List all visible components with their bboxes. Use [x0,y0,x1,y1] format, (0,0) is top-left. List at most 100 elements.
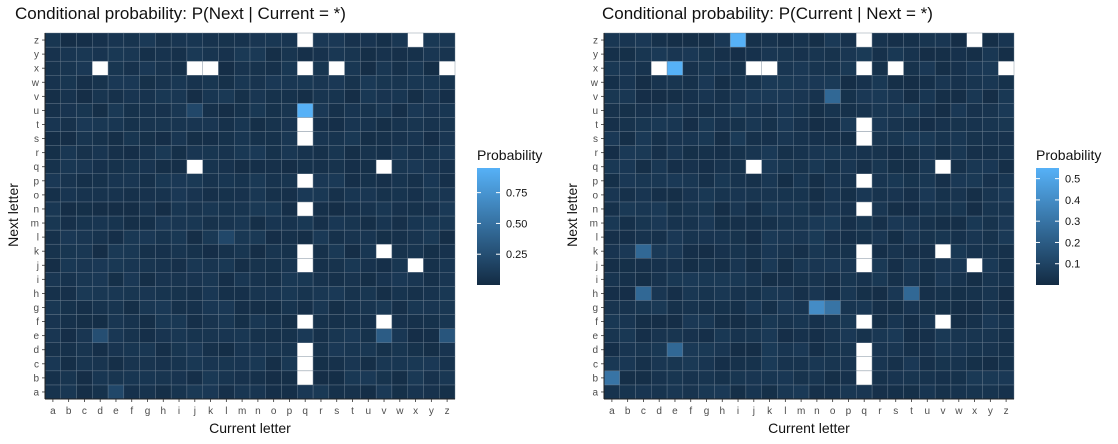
heatmap-cell-w-m [950,215,967,231]
heatmap-cell-m-p [234,173,251,189]
heatmap-cell-j-n [186,201,203,217]
y-tick-label: s [593,134,598,145]
heatmap-cell-g-y [139,46,156,62]
heatmap-cell-n-e [808,328,825,343]
heatmap-cell-d-u [92,103,109,118]
heatmap-cell-o-h [824,286,841,301]
heatmap-cell-s-i [328,272,345,287]
heatmap-cell-d-h [651,286,668,301]
legend-tick-label: 0.2 [1065,237,1080,249]
heatmap-cell-p-a [281,384,298,400]
heatmap-cell-b-l [60,229,77,245]
heatmap-cell-t-z [903,32,920,48]
x-tick-label: g [704,406,710,417]
x-axis-title: Current letter [768,420,850,436]
heatmap-cell-q-l [856,229,873,245]
heatmap-cell-h-d [155,342,172,357]
heatmap-cell-x-y [966,46,983,62]
heatmap-cell-a-b [44,370,61,386]
heatmap-cell-e-p [666,173,684,189]
heatmap-cell-j-e [745,328,762,343]
heatmap-cell-x-e [966,328,983,343]
heatmap-cell-f-y [682,46,699,62]
heatmap-cell-d-b [92,370,109,386]
heatmap-cell-r-y [312,46,330,62]
heatmap-cell-l-i [777,272,794,287]
heatmap-cell-g-m [139,215,156,231]
heatmap-cell-s-n [887,201,904,217]
heatmap-cell-p-l [840,229,857,245]
y-tick-label: y [34,50,39,61]
heatmap-cell-e-p [107,173,125,189]
heatmap-cell-p-i [281,272,298,287]
y-tick-label: l [596,233,598,244]
heatmap-cell-p-x [281,60,298,76]
heatmap-cell-n-z [249,32,266,48]
heatmap-cell-d-p [651,173,668,189]
heatmap-cell-r-x [871,60,889,76]
heatmap-cell-m-q [234,159,251,174]
y-tick-label: m [590,219,598,230]
heatmap-cell-a-k [44,243,61,259]
heatmap-cell-k-r [761,145,778,160]
heatmap-cell-f-x [123,60,140,76]
heatmap-cell-q-n [856,201,873,217]
heatmap-cell-u-j [360,258,377,273]
heatmap-cell-t-a [903,384,920,400]
x-tick-label: n [255,406,261,417]
heatmap-cell-r-f [871,314,889,329]
heatmap-cell-b-w [619,75,636,90]
heatmap-cell-i-n [170,201,188,217]
heatmap-cell-x-x [966,60,983,76]
heatmap-cell-y-y [423,46,440,62]
x-tick-label: r [319,406,323,417]
heatmap-cell-u-d [360,342,377,357]
heatmap-cell-o-v [265,89,282,104]
heatmap-cell-a-y [603,46,620,62]
heatmap-cell-s-a [328,384,345,400]
heatmap-cell-r-x [312,60,330,76]
heatmap-cell-n-g [249,300,266,315]
y-tick-label: g [33,303,39,314]
heatmap-cell-f-x [682,60,699,76]
heatmap-cell-z-h [439,286,456,301]
x-tick-label: u [365,406,371,417]
y-tick-label: i [596,275,598,286]
heatmap-cell-j-x [745,60,762,76]
heatmap-cell-v-z [375,32,393,48]
heatmap-cell-w-v [950,89,967,104]
heatmap-cell-c-z [635,32,652,48]
heatmap-cell-r-u [871,103,889,118]
heatmap-cell-i-k [170,243,188,259]
heatmap-cell-v-h [375,286,393,301]
heatmap-panel-left: Conditional probability: P(Next | Curren… [5,4,542,436]
heatmap-cell-q-h [297,286,314,301]
x-tick-label: y [429,406,434,417]
heatmap-cell-i-y [729,46,747,62]
heatmap-cell-y-d [982,342,999,357]
y-tick-label: r [595,148,599,159]
heatmap-cell-k-e [202,328,219,343]
heatmap-cell-n-z [808,32,825,48]
heatmap-cell-j-o [186,187,203,203]
heatmap-cell-w-o [950,187,967,203]
heatmap-cell-x-g [966,300,983,315]
heatmap-cell-y-o [982,187,999,203]
heatmap-cell-c-e [76,328,93,343]
heatmap-cell-t-i [903,272,920,287]
heatmap-cell-x-d [966,342,983,357]
heatmap-cell-o-e [265,328,282,343]
heatmap-cell-r-f [312,314,330,329]
x-tick-label: p [846,406,852,417]
heatmap-cell-o-z [824,32,841,48]
heatmap-cell-t-k [903,243,920,259]
heatmap-cell-j-l [745,229,762,245]
heatmap-cell-p-k [840,243,857,259]
heatmap-cell-l-k [777,243,794,259]
heatmap-cell-q-i [856,272,873,287]
heatmap-cell-f-t [123,117,140,132]
heatmap-cell-r-h [312,286,330,301]
legend: Probability 0.1 0.2 0.3 0.4 0.5 [1036,147,1101,285]
heatmap-cell-r-s [312,131,330,146]
